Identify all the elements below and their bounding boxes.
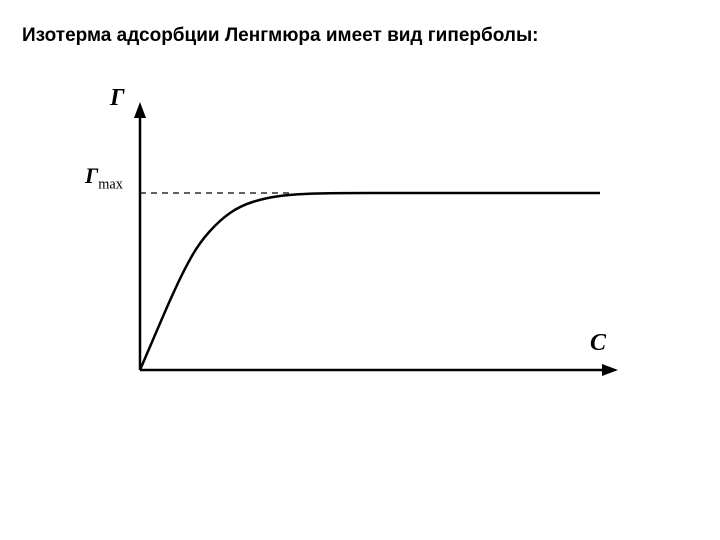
page-title: Изотерма адсорбции Ленгмюра имеет вид ги… (22, 25, 539, 47)
gamma-max-label: Гmax (85, 163, 123, 193)
chart-svg (80, 90, 640, 430)
x-axis-arrow-icon (602, 364, 618, 376)
y-axis-arrow-icon (134, 102, 146, 118)
isotherm-curve (140, 193, 600, 370)
langmuir-isotherm-chart: Г Гmax C (80, 90, 640, 430)
y-axis-label: Г (110, 85, 125, 112)
x-axis-label: C (590, 330, 606, 357)
gamma-max-symbol: Г (85, 163, 98, 188)
gamma-max-subscript: max (98, 176, 123, 192)
